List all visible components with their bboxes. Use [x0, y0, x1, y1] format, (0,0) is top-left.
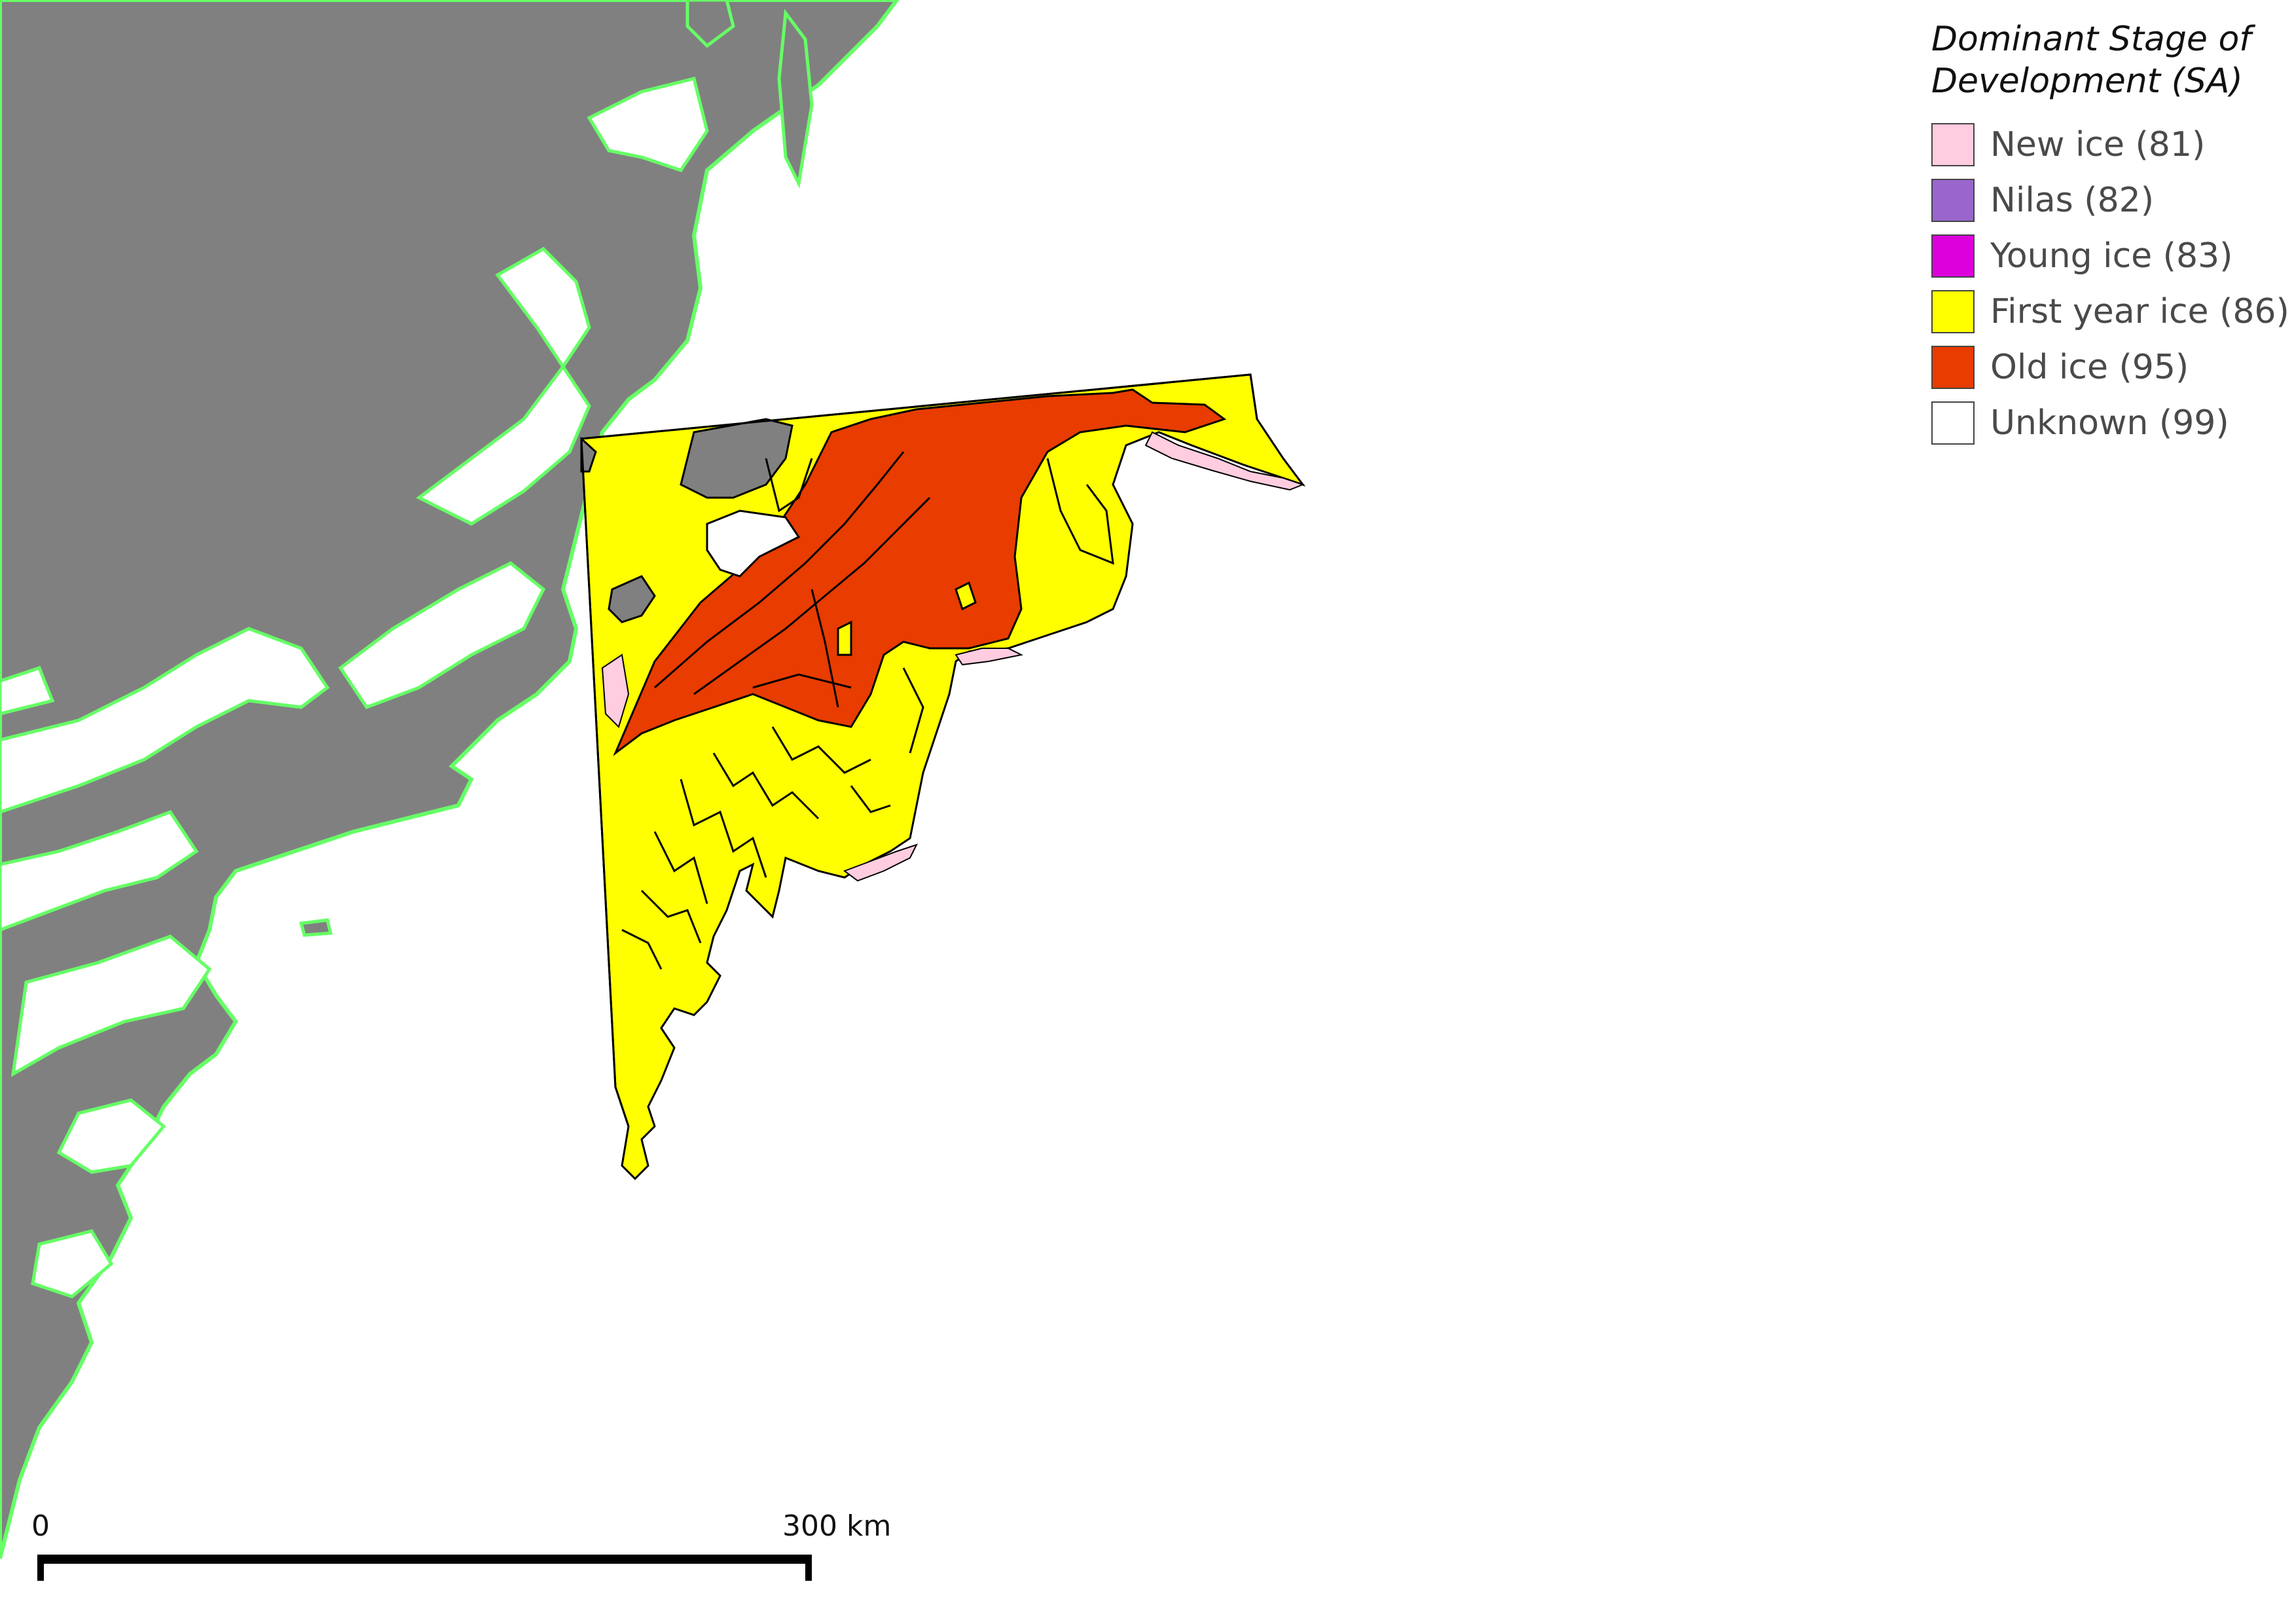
ice-chart-region: [580, 373, 1306, 1181]
floe-boundaries: [621, 451, 1114, 970]
legend-swatch: [1931, 122, 1975, 166]
legend-label: Nilas (82): [1990, 180, 2155, 220]
legend-item: First year ice (86): [1931, 284, 2289, 339]
legend-swatch: [1931, 289, 1975, 333]
legend-title: Dominant Stage of Development (SA): [1931, 20, 2251, 101]
legend-swatch: [1931, 401, 1975, 445]
legend-item: Nilas (82): [1931, 172, 2285, 228]
legend-swatch: [1931, 234, 1975, 278]
legend-label: First year ice (86): [1990, 291, 2289, 331]
ice-old-region: [613, 388, 1227, 756]
legend-item: Unknown (99): [1931, 395, 2285, 451]
legend-items: New ice (81) Nilas (82) Young ice (83) Firs…: [1931, 117, 2289, 451]
legend-item: Old ice (95): [1931, 339, 2285, 395]
legend-item: Young ice (83): [1931, 228, 2285, 284]
ice-new-band-2: [955, 648, 1024, 666]
land-greenland: [0, 0, 900, 1559]
scale-end-label: 300 km: [782, 1509, 891, 1543]
legend: Dominant Stage of Development (SA) New i…: [1931, 18, 2289, 451]
legend-label: Young ice (83): [1990, 236, 2233, 276]
ice-new-band-3: [843, 843, 918, 882]
land-islands: [299, 0, 814, 937]
scale-start-label: 0: [31, 1509, 50, 1543]
scale-bar-line: [37, 1555, 812, 1564]
legend-label: Old ice (95): [1990, 347, 2189, 387]
scale-bar: 0 300 km: [31, 1509, 891, 1581]
ice-unknown-region: [706, 509, 801, 578]
legend-item: New ice (81): [1931, 117, 2285, 172]
legend-swatch: [1931, 178, 1975, 222]
legend-swatch: [1931, 345, 1975, 389]
legend-label: New ice (81): [1990, 124, 2206, 164]
ice-new-band-1: [1144, 431, 1305, 491]
ice-new-band-4: [601, 654, 630, 728]
legend-label: Unknown (99): [1990, 403, 2229, 443]
